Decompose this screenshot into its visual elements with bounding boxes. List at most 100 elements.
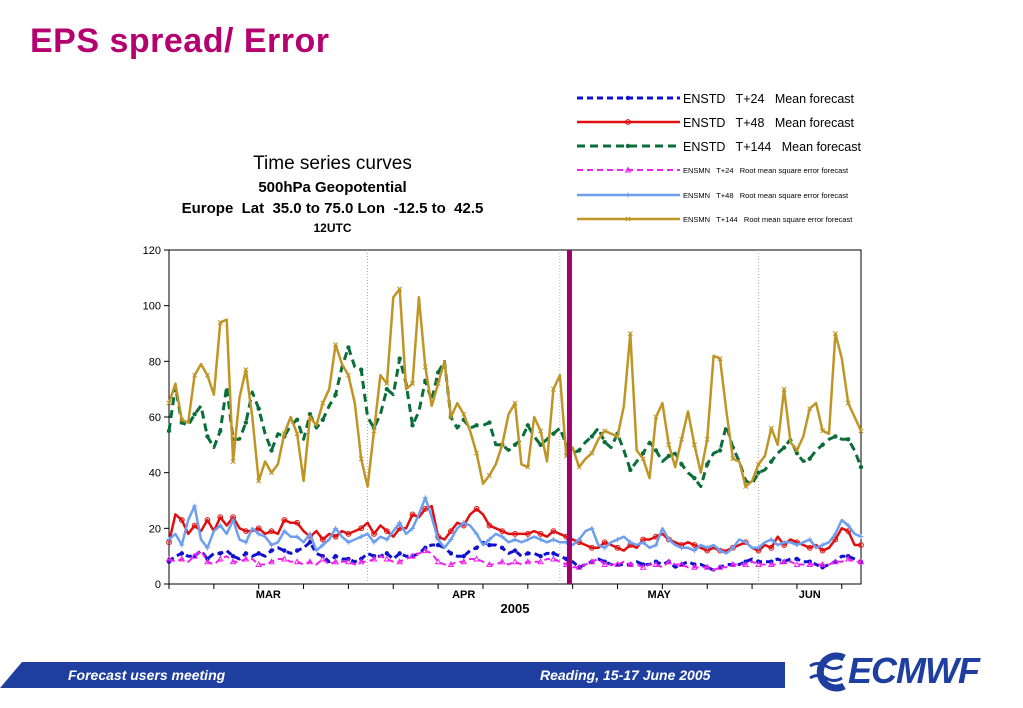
footer-location-date: Reading, 15-17 June 2005 [540,667,711,683]
data-point-s1 [371,531,377,537]
data-point-s5 [371,428,377,434]
data-point-s5 [268,470,275,476]
data-point-s4 [384,536,390,542]
data-point-s5 [384,381,390,387]
data-point-s4 [320,542,326,548]
data-point-s3 [473,555,480,562]
chart-title: Time series curves [253,153,412,174]
data-point-s5 [461,411,467,417]
data-point-s3 [191,552,198,559]
data-point-s1 [486,522,493,529]
footer-band [0,662,785,688]
legend-label-4: ENSMN T+48 Root mean square error foreca… [683,191,849,200]
series-line-3 [168,549,861,572]
y-tick-label: 120 [143,245,161,257]
data-point-s2 [717,448,723,453]
data-point-s4 [435,536,441,542]
data-point-s0 [525,551,531,556]
data-point-s3 [703,563,711,570]
data-point-s3 [819,560,826,568]
y-tick-label: 100 [143,301,161,313]
data-point-s4 [640,539,646,545]
data-point-s2 [166,428,172,434]
data-point-s3 [857,558,865,565]
data-point-s4 [281,528,287,534]
data-point-s3 [383,555,391,562]
data-point-s3 [460,558,468,565]
chart-subtitle-1: 500hPa Geopotential [258,179,407,196]
data-point-s3 [524,558,532,565]
data-point-s5 [794,447,800,453]
ecmwf-logo-text: ECMWF [848,650,980,691]
x-month-label: MAY [647,589,671,601]
data-point-s0 [294,548,300,553]
data-point-s5 [807,406,813,412]
data-point-s4 [679,545,685,551]
data-point-s3 [216,555,224,562]
data-point-s1 [448,528,454,535]
data-point-s5 [743,484,749,490]
data-point-s1 [204,517,211,523]
data-point-s4 [576,536,582,542]
data-point-s0 [384,551,390,556]
data-point-s5 [256,478,262,484]
data-point-s4 [550,536,556,542]
data-point-s3 [832,558,839,565]
data-point-s4 [486,536,492,542]
data-point-s4 [192,503,198,509]
data-point-s0 [499,545,505,551]
data-point-s4 [269,542,275,548]
data-point-s4 [717,548,723,554]
data-point-s5 [614,433,621,440]
data-point-s0 [307,540,313,545]
y-tick-label: 40 [149,468,161,480]
data-point-s5 [627,330,633,337]
y-tick-label: 80 [149,356,161,368]
data-point-s4 [704,545,710,551]
data-point-s4 [602,545,608,551]
data-point-s2 [769,459,774,464]
footer-meeting-label: Forecast users meeting [68,667,226,683]
data-point-s3 [498,558,506,565]
data-point-s0 [282,548,287,553]
data-point-s2 [218,428,223,434]
data-point-s5 [820,428,826,434]
data-point-s2 [653,448,659,453]
data-point-s5 [474,450,480,456]
x-month-label: APR [452,589,475,601]
data-point-s5 [512,400,518,406]
x-month-label: JUN [799,589,821,601]
data-point-s5 [294,431,300,437]
data-point-s3 [421,547,429,554]
data-point-s4 [448,536,454,542]
data-point-s2 [589,434,595,439]
data-point-s3 [280,555,288,562]
data-point-s5 [691,442,697,448]
data-point-s5 [204,372,210,378]
data-point-s0 [551,551,556,556]
data-point-s5 [230,458,236,465]
data-point-s4 [627,539,633,545]
data-point-s0 [243,551,249,556]
legend-label-3: ENSMN T+24 Root mean square error foreca… [683,166,849,175]
data-point-s4 [243,539,249,545]
data-point-s4 [538,536,544,542]
data-point-s0 [218,551,223,556]
data-point-s4 [256,531,262,537]
data-point-s3 [486,560,493,568]
data-point-s4 [333,525,339,531]
data-point-s4 [474,531,480,537]
data-point-s5 [217,319,223,325]
data-point-s5 [653,414,659,420]
data-point-s3 [755,560,762,568]
data-point-s2 [820,442,825,448]
data-point-s5 [320,400,326,406]
data-point-s5 [486,472,492,479]
data-point-s4 [397,520,403,526]
data-point-s5 [602,428,608,434]
slide-title: EPS spread/ Error [30,22,330,60]
legend-marker-5 [625,216,631,222]
x-axis-label: 2005 [501,601,530,616]
data-point-s3 [165,555,173,562]
data-point-s2 [628,467,633,473]
